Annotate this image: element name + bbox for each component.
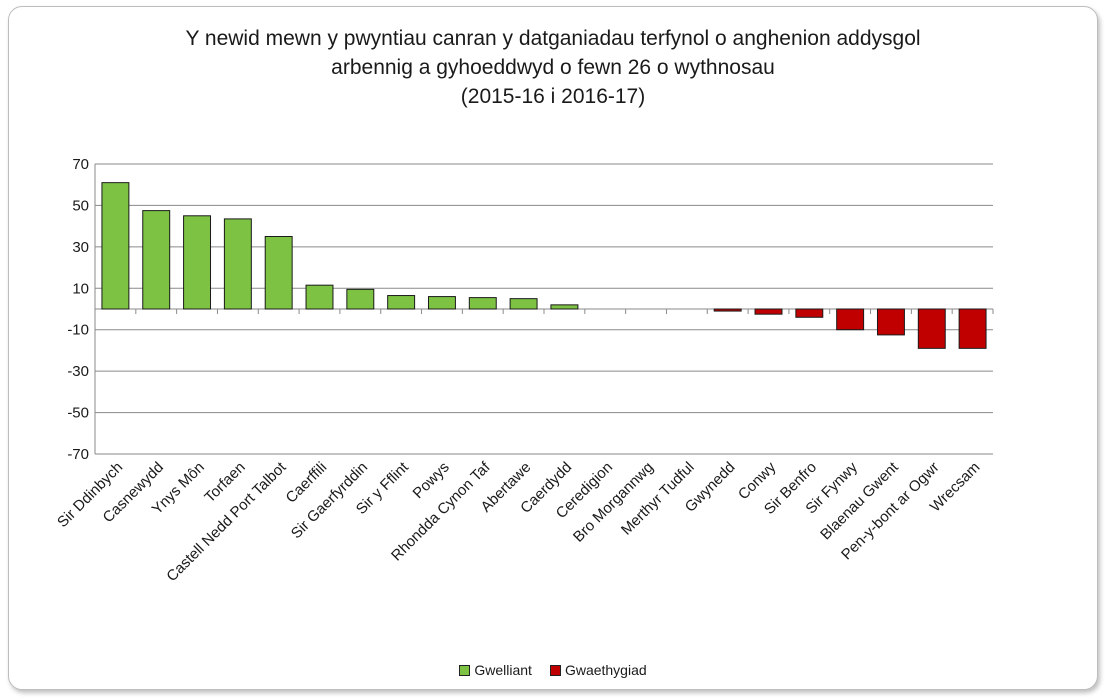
legend-item-gwaethygiad: Gwaethygiad bbox=[549, 662, 647, 678]
legend-swatch-gwaethygiad bbox=[549, 664, 561, 676]
bar-gwaethygiad bbox=[958, 308, 987, 349]
y-tick-label: 30 bbox=[72, 239, 89, 256]
bar-gwelliant bbox=[305, 284, 334, 310]
bar-gwelliant bbox=[264, 236, 293, 310]
bar-gwelliant bbox=[387, 295, 416, 310]
bar-gwelliant bbox=[183, 215, 212, 310]
bar-gwelliant bbox=[550, 304, 579, 310]
chart-title-line-2: arbennig a gyhoeddwyd o fewn 26 o wythno… bbox=[331, 56, 775, 79]
y-tick-label: 50 bbox=[72, 197, 89, 214]
legend-item-gwelliant: Gwelliant bbox=[459, 662, 532, 678]
bar-gwaethygiad bbox=[876, 308, 905, 336]
bar-gwelliant bbox=[427, 296, 456, 310]
y-tick-label: 70 bbox=[72, 156, 89, 173]
bar-gwaethygiad bbox=[836, 308, 865, 331]
bar-gwaethygiad bbox=[713, 308, 742, 312]
bar-gwelliant bbox=[509, 298, 538, 310]
y-tick-label: -50 bbox=[67, 405, 89, 422]
bar-gwelliant bbox=[101, 182, 130, 310]
chart-title-line-1: Y newid mewn y pwyntiau canran y datgani… bbox=[185, 27, 921, 50]
chart-title: Y newid mewn y pwyntiau canran y datgani… bbox=[0, 24, 1106, 111]
legend-swatch-gwelliant bbox=[459, 664, 471, 676]
y-tick-label: -30 bbox=[67, 363, 89, 380]
y-tick-label: -10 bbox=[67, 322, 89, 339]
legend-label-gwaethygiad: Gwaethygiad bbox=[564, 662, 647, 678]
chart-title-line-3: (2015-16 i 2016-17) bbox=[460, 85, 646, 108]
y-tick-label: -70 bbox=[67, 446, 89, 463]
y-tick-label: 10 bbox=[72, 280, 89, 297]
bar-gwelliant bbox=[223, 218, 252, 310]
bar-gwaethygiad bbox=[754, 308, 783, 315]
bar-gwaethygiad bbox=[795, 308, 824, 318]
bar-gwelliant bbox=[468, 297, 497, 310]
bar-gwaethygiad bbox=[917, 308, 946, 349]
bar-gwelliant bbox=[346, 288, 375, 310]
bar-gwelliant bbox=[142, 210, 171, 310]
legend-label-gwelliant: Gwelliant bbox=[474, 662, 532, 678]
chart-legend: Gwelliant Gwaethygiad bbox=[0, 662, 1106, 678]
chart-frame bbox=[8, 6, 1098, 690]
